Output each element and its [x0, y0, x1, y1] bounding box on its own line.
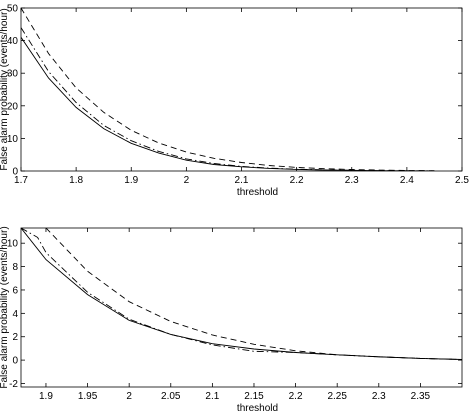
x-tick-label: 2.4: [400, 175, 414, 186]
x-tick-label: 2.25: [327, 391, 347, 402]
y-tick-label: 10: [7, 134, 19, 145]
x-tick-label: 1.9: [124, 175, 138, 186]
x-tick-label: 1.95: [78, 391, 98, 402]
x-tick-label: 2.35: [411, 391, 431, 402]
y-axis-label: False alarm probability (events/hour): [0, 226, 10, 388]
y-tick-label: 30: [7, 69, 19, 80]
y-tick-label: 10: [7, 239, 19, 250]
x-tick-label: 2.1: [205, 391, 219, 402]
y-tick-label: 4: [12, 309, 18, 320]
x-tick-label: 2.3: [345, 175, 359, 186]
y-tick-label: 2: [12, 332, 18, 343]
y-tick-label: 40: [7, 36, 19, 47]
x-tick-label: 1.8: [69, 175, 83, 186]
x-tick-label: 2: [184, 175, 190, 186]
series-line-solid: [21, 228, 462, 360]
x-tick-label: 2.05: [161, 391, 181, 402]
x-tick-label: 2.2: [289, 391, 303, 402]
chart-panel-1: 1.7 1.8 1.9 2 2.1 2.2 2.3 2.4 2.5 0 10 20 30 40 50 thre…: [0, 4, 469, 199]
x-tick-label: 2.5: [455, 175, 469, 186]
plot-frame: [20, 227, 463, 388]
series-line-dashed: [21, 8, 435, 171]
series-line-solid: [21, 37, 435, 171]
y-tick-label: 0: [12, 356, 18, 367]
plot-frame: [20, 7, 463, 172]
x-axis-label: threshold: [237, 403, 278, 414]
x-tick-label: 1.7: [14, 175, 28, 186]
x-tick-label: 2.3: [372, 391, 386, 402]
y-tick-label: 8: [12, 262, 18, 273]
y-tick-label: -2: [9, 379, 18, 390]
y-tick-label: 6: [12, 285, 18, 296]
series-line-dashdot: [21, 27, 435, 171]
series-line-dashed: [45, 228, 462, 360]
x-axis-label: threshold: [237, 187, 278, 198]
x-tick-label: 2: [126, 391, 132, 402]
x-tick-label: 2.1: [235, 175, 249, 186]
y-tick-label: 0: [12, 167, 18, 178]
series-line-dashdot: [21, 228, 462, 360]
y-tick-label: 50: [7, 4, 19, 15]
x-tick-label: 1.9: [39, 391, 53, 402]
y-axis-label: False alarm probability (events/hour): [0, 8, 10, 170]
x-tick-label: 2.15: [244, 391, 264, 402]
x-tick-label: 2.2: [290, 175, 304, 186]
y-tick-label: 20: [7, 101, 19, 112]
chart-panel-2: 1.9 1.95 2 2.05 2.1 2.15 2.2 2.25 2.3 2.35 -2 0 2 4 6 8…: [0, 226, 463, 414]
